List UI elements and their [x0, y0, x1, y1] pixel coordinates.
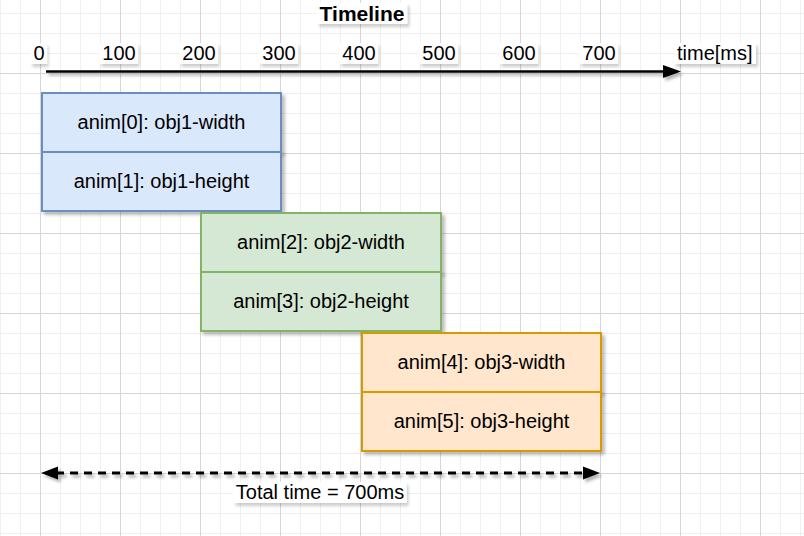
bar-group-obj2: anim[2]: obj2-width anim[3]: obj2-height: [200, 212, 442, 332]
total-time-arrow: [41, 467, 600, 480]
axis-tick-label-200: 200: [179, 43, 218, 64]
axis-tick-label-600: 600: [499, 43, 538, 64]
bar-anim-3-obj2-height: anim[3]: obj2-height: [200, 271, 442, 332]
bar-group-obj1: anim[0]: obj1-width anim[1]: obj1-height: [41, 92, 282, 212]
total-arrow-right-arrowhead-icon: [583, 467, 600, 480]
bar-label: anim[1]: obj1-height: [74, 170, 250, 193]
bar-anim-2-obj2-width: anim[2]: obj2-width: [200, 212, 442, 273]
bar-group-obj3: anim[4]: obj3-width anim[5]: obj3-height: [361, 332, 602, 452]
total-arrow-left-arrowhead-icon: [41, 467, 58, 480]
diagram-canvas: Timeline 0 100 200 300 400 500 600 700 t…: [0, 0, 804, 536]
axis-arrowhead-icon: [663, 65, 681, 78]
axis-tick-label-300: 300: [259, 43, 298, 64]
bar-anim-0-obj1-width: anim[0]: obj1-width: [41, 92, 282, 153]
total-time-label: Total time = 700ms: [233, 482, 407, 503]
diagram-title: Timeline: [317, 3, 408, 24]
axis-tick-label-100: 100: [99, 43, 138, 64]
axis-tick-label-400: 400: [339, 43, 378, 64]
bar-anim-4-obj3-width: anim[4]: obj3-width: [361, 332, 602, 393]
time-axis: [46, 65, 681, 78]
axis-tick-label-500: 500: [419, 43, 458, 64]
bar-label: anim[2]: obj2-width: [237, 231, 405, 254]
axis-tick-label-700: 700: [579, 43, 618, 64]
axis-tick-label-0: 0: [30, 43, 47, 64]
bar-anim-1-obj1-height: anim[1]: obj1-height: [41, 151, 282, 212]
bar-label: anim[5]: obj3-height: [394, 410, 570, 433]
bar-anim-5-obj3-height: anim[5]: obj3-height: [361, 391, 602, 452]
bar-label: anim[4]: obj3-width: [398, 351, 566, 374]
bar-label: anim[3]: obj2-height: [233, 290, 409, 313]
bar-label: anim[0]: obj1-width: [78, 111, 246, 134]
axis-unit-label: time[ms]: [674, 43, 756, 64]
